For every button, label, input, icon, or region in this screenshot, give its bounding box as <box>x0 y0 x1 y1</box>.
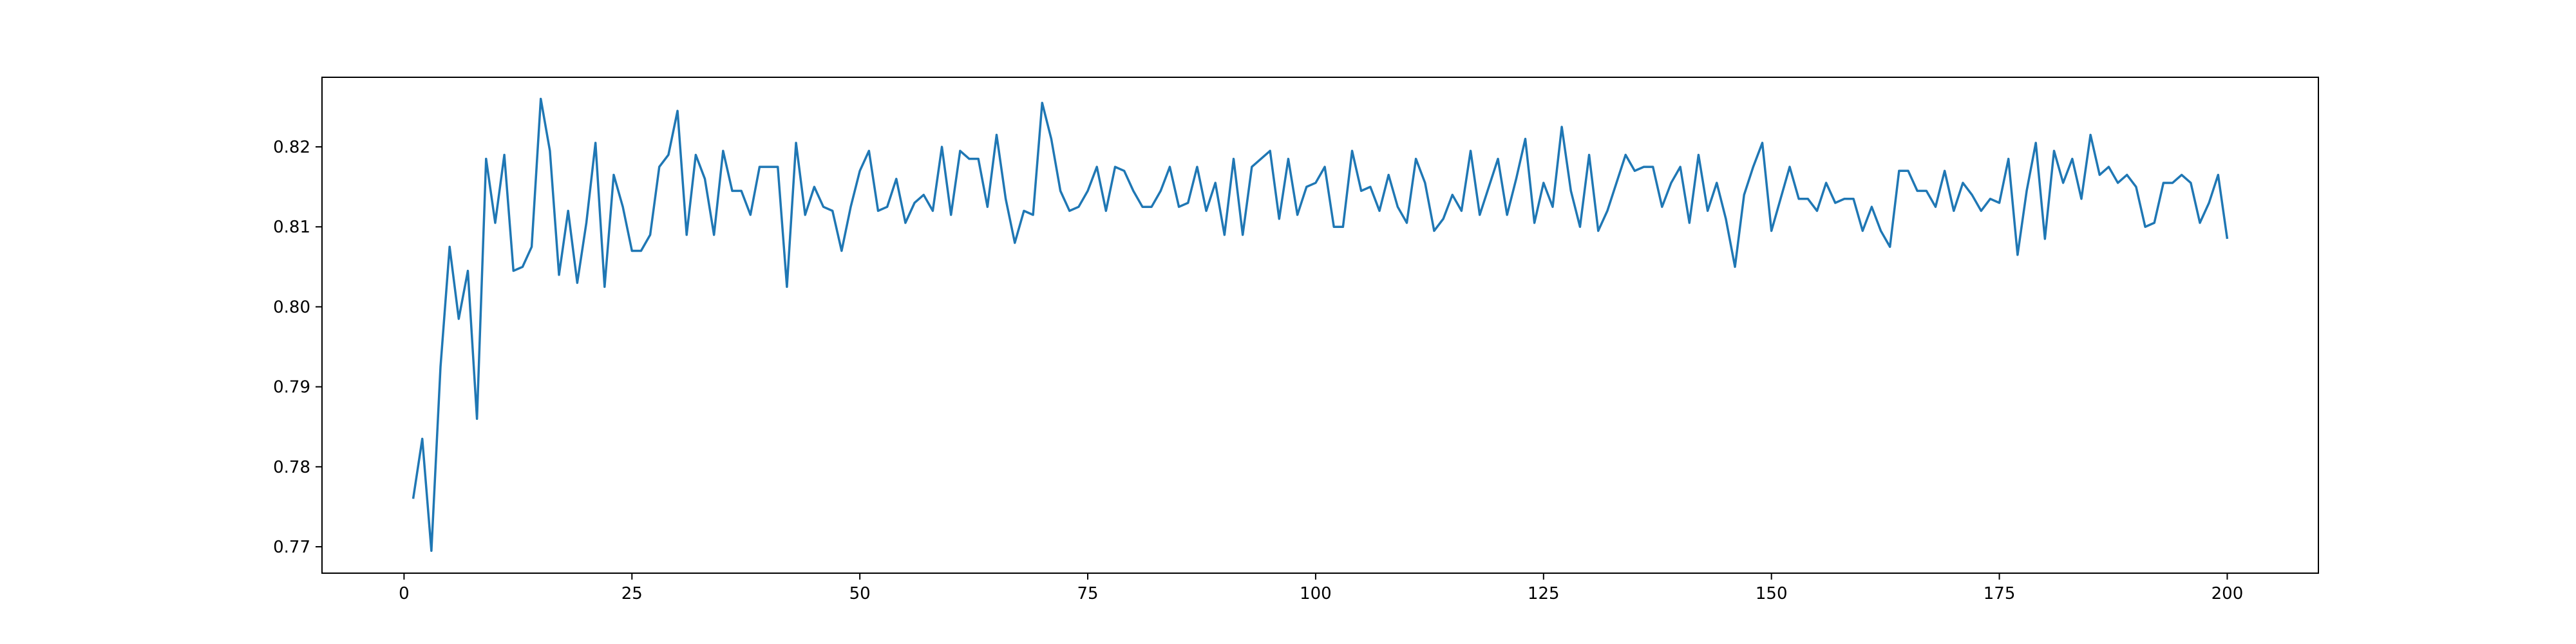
x-tick-label: 25 <box>621 584 643 603</box>
y-tick-label: 0.79 <box>273 378 310 397</box>
x-tick-label: 200 <box>2211 584 2244 603</box>
series-line <box>412 97 2229 552</box>
plot-frame <box>321 77 2319 574</box>
y-tick-label: 0.81 <box>273 218 310 237</box>
x-tick-label: 125 <box>1528 584 1560 603</box>
x-tick-label: 75 <box>1077 584 1098 603</box>
y-axis: 0.77 0.78 0.79 0.80 0.81 0.82 <box>273 138 322 557</box>
x-tick-label: 0 <box>399 584 410 603</box>
y-tick-label: 0.77 <box>273 538 310 557</box>
y-tick-label: 0.82 <box>273 138 310 157</box>
x-tick-label: 150 <box>1756 584 1788 603</box>
y-tick-label: 0.78 <box>273 458 310 477</box>
x-axis: 0 25 50 75 100 125 150 175 200 <box>399 573 2243 603</box>
x-tick-label: 100 <box>1300 584 1332 603</box>
x-tick-label: 50 <box>849 584 871 603</box>
series-layer <box>412 97 2229 552</box>
y-tick-label: 0.80 <box>273 298 310 317</box>
x-tick-label: 175 <box>1984 584 2016 603</box>
